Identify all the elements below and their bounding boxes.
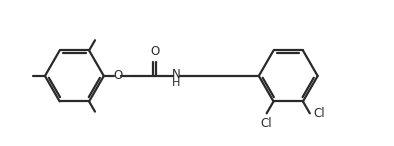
- Text: Cl: Cl: [261, 117, 273, 130]
- Text: N: N: [172, 68, 181, 81]
- Text: O: O: [113, 69, 122, 82]
- Text: Cl: Cl: [314, 107, 325, 120]
- Text: O: O: [150, 45, 160, 58]
- Text: H: H: [172, 78, 180, 88]
